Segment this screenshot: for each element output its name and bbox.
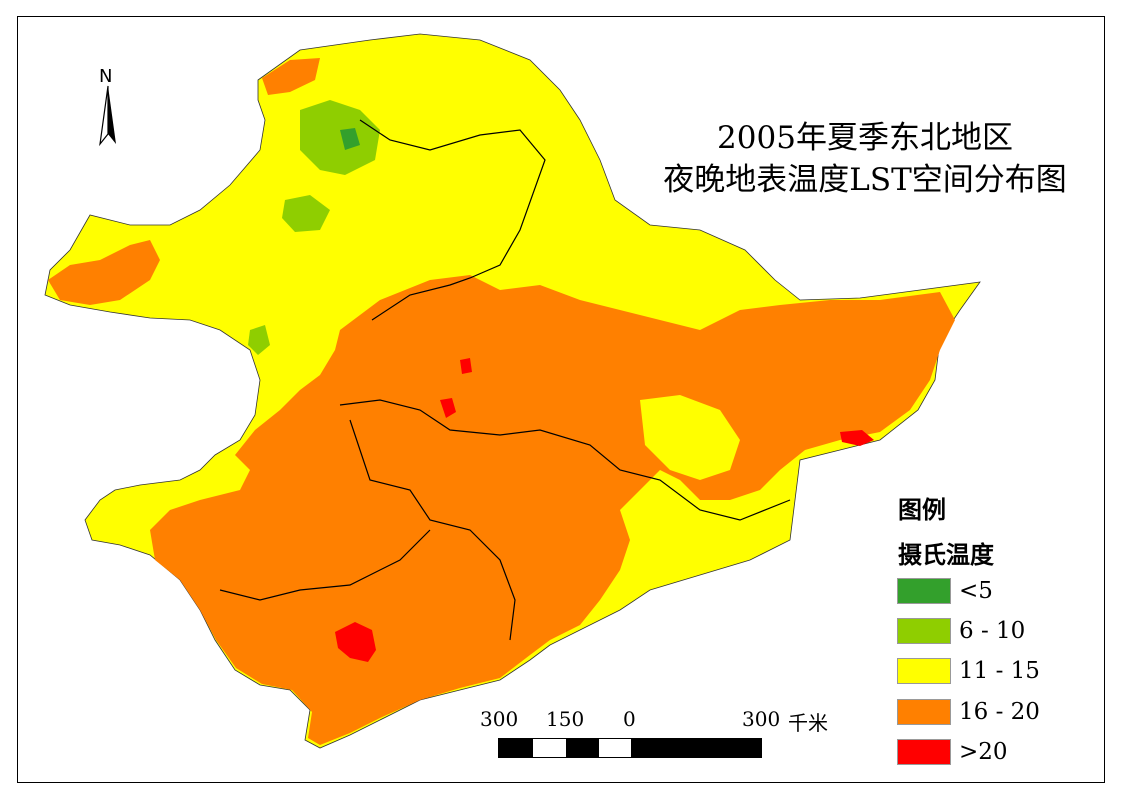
zone-16-20-west <box>48 240 160 305</box>
zone-gt20-center <box>440 358 472 418</box>
zone-16-20-north <box>262 58 320 95</box>
legend-item-lt5: <5 <box>897 577 993 605</box>
zone-gt20-east <box>840 430 874 446</box>
scale-bar <box>498 738 762 758</box>
legend-swatch-16-20 <box>897 699 951 725</box>
zone-6-10-center <box>282 195 330 232</box>
scale-seg-5 <box>631 739 761 757</box>
boundary-heilongjiang-jilin <box>359 119 546 321</box>
scale-label-300-right: 300 <box>742 707 781 731</box>
legend-swatch-lt5 <box>897 578 951 604</box>
legend-item-16-20: 16 - 20 <box>897 698 1040 726</box>
scale-seg-1 <box>499 739 533 757</box>
legend-subheading: 摄氏温度 <box>898 541 994 569</box>
boundary-jilin-liaoning <box>339 399 791 521</box>
scale-seg-2 <box>533 739 566 757</box>
scale-seg-3 <box>566 739 599 757</box>
scale-label-300-left: 300 <box>480 707 519 731</box>
boundary-liaoning-inner <box>349 419 516 641</box>
legend-item-6-10: 6 - 10 <box>897 617 1025 645</box>
scale-label-150: 150 <box>546 707 585 731</box>
north-arrow-icon <box>99 85 116 147</box>
legend-label-11-15: 11 - 15 <box>959 658 1040 684</box>
legend-item-11-15: 11 - 15 <box>897 657 1040 685</box>
legend-label-gt20: >20 <box>959 739 1008 765</box>
boundary-west <box>219 529 431 601</box>
legend-swatch-gt20 <box>897 739 951 765</box>
north-arrow-label: N <box>99 66 113 87</box>
zone-6-10-west <box>248 325 270 355</box>
zone-6-10-north <box>300 100 380 175</box>
legend-label-16-20: 16 - 20 <box>959 699 1040 725</box>
map-frame <box>17 16 1105 783</box>
map-title-line1: 2005年夏季东北地区 <box>717 120 1013 156</box>
legend-label-6-10: 6 - 10 <box>959 618 1026 644</box>
scale-unit: 千米 <box>788 711 828 735</box>
zone-lt5-north <box>340 128 360 150</box>
legend-heading: 图例 <box>898 496 946 524</box>
zone-gt20-dalian <box>335 622 376 662</box>
legend-item-gt20: >20 <box>897 738 1008 766</box>
scale-label-0: 0 <box>623 707 636 731</box>
legend-swatch-11-15 <box>897 658 951 684</box>
scale-seg-4 <box>599 739 631 757</box>
legend-swatch-6-10 <box>897 618 951 644</box>
legend-label-lt5: <5 <box>959 578 993 604</box>
zone-11-15-east <box>640 395 740 480</box>
map-title-line2: 夜晚地表温度LST空间分布图 <box>663 162 1067 198</box>
